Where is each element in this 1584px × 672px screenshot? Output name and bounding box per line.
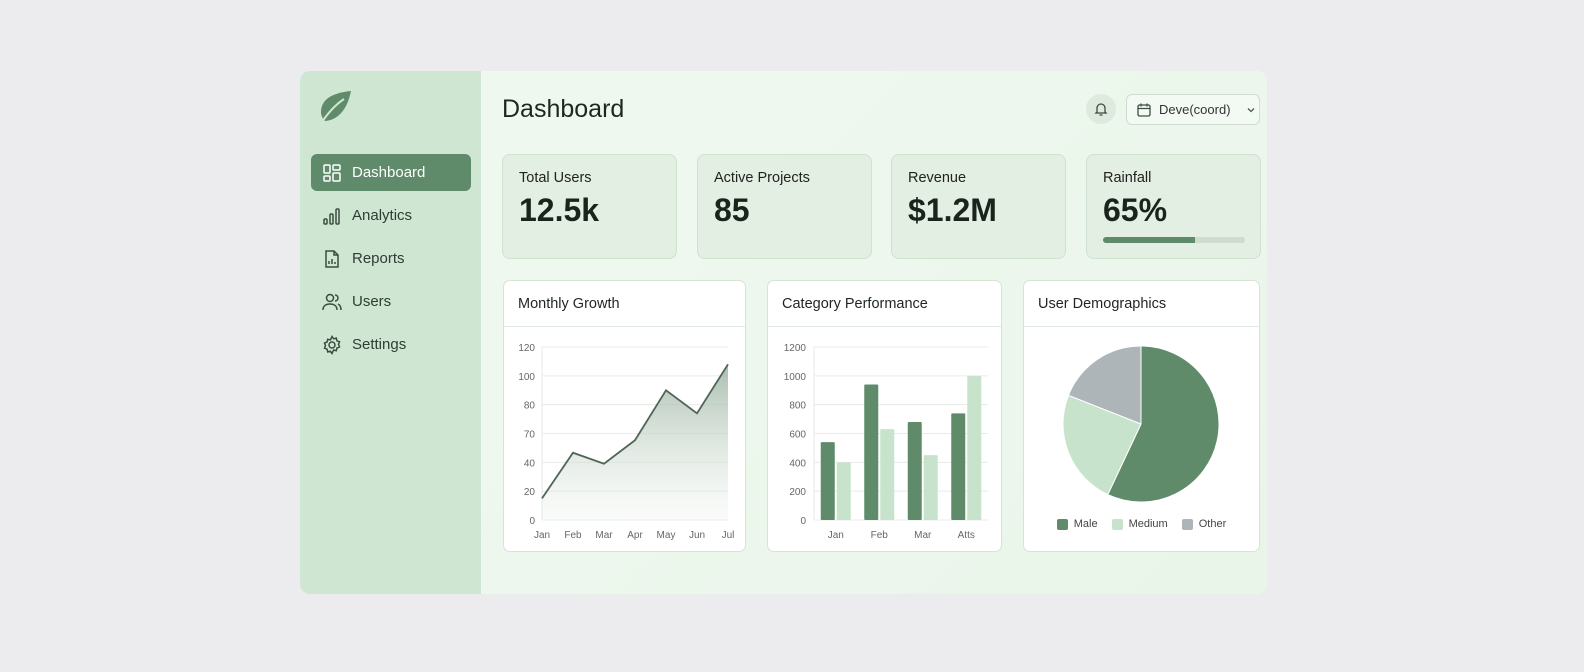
y-tick-label: 400 [789,458,806,469]
bar [836,462,851,520]
bar-chart: 0 200 400 600 800 1000 1200 Jan Feb Mar Atts [784,343,988,541]
y-tick-label: 70 [524,430,536,441]
sidebar-item-label: Analytics [352,207,413,224]
y-tick-label: 40 [524,458,536,469]
users-icon [322,293,342,310]
chevron-down-icon [1247,107,1254,112]
x-tick-label: Jan [828,530,844,541]
legend-item: Medium [1111,518,1168,530]
legend-item: Other [1181,518,1226,530]
category-performance-card: Category Performance 0 200 400 600 800 1000 12… [767,280,1002,552]
pie-slice [1062,394,1142,496]
sidebar-item-users[interactable]: Users [311,283,471,320]
app-window: Dashboard Analytics Reports Users Settin… [300,71,1267,594]
dashboard-icon [323,163,341,182]
y-tick-label: 20 [524,487,536,498]
stat-card-rainfall: Rainfall 65% [1086,154,1261,259]
sidebar-item-dashboard[interactable]: Dashboard [311,154,471,191]
date-select[interactable]: Deve(coord) [1126,94,1260,125]
pie-slice [1107,345,1220,503]
bell-icon [1094,103,1108,116]
stat-label: Total Users [519,170,592,186]
x-tick-label: Mar [914,530,932,541]
calendar-icon [1137,103,1151,117]
stat-label: Revenue [908,170,967,186]
bar [923,455,938,520]
y-tick-label: 120 [518,343,535,354]
y-tick-label: 600 [789,430,806,441]
sidebar-item-analytics[interactable]: Analytics [311,197,471,234]
stat-card-revenue: Revenue $1.2M [891,154,1066,259]
bar-chart-icon [323,207,340,225]
y-tick-label: 100 [518,372,535,383]
stat-card-active-projects: Active Projects 85 [697,154,872,259]
report-icon [325,249,339,268]
x-tick-label: Apr [627,530,643,541]
stat-label: Rainfall [1103,170,1152,186]
bar [907,421,922,520]
bar [880,429,895,520]
y-tick-label: 1200 [784,343,807,354]
x-tick-label: Jun [689,530,705,541]
pie-chart [1062,345,1220,503]
sidebar-item-label: Users [352,293,392,310]
stat-value: $1.2M [908,192,997,228]
gear-icon [323,334,341,355]
stat-value: 85 [714,192,750,228]
sidebar-item-label: Dashboard [352,164,426,181]
y-tick-label: 0 [800,516,806,527]
rainfall-progress-bar [1103,237,1245,243]
y-tick-label: 80 [524,401,536,412]
bar [864,384,879,520]
sidebar-item-settings[interactable]: Settings [311,326,471,363]
page-title: Dashboard [502,95,625,123]
pie-legend: Male Medium Other [1024,518,1259,530]
x-tick-label: Feb [871,530,889,541]
x-tick-label: May [657,530,676,541]
chart-title: User Demographics [1024,281,1259,327]
legend-item: Male [1056,518,1098,530]
x-tick-label: Feb [564,530,582,541]
stat-card-total-users: Total Users 12.5k [502,154,677,259]
x-tick-label: Jul [722,530,735,541]
y-tick-label: 200 [789,487,806,498]
area-fill [542,364,728,520]
bar [951,413,966,520]
x-tick-label: Atts [958,530,975,541]
y-tick-label: 800 [789,401,806,412]
user-demographics-card: User Demographics Male Medium Other [1023,280,1260,552]
bar [967,375,982,520]
stat-value: 12.5k [519,192,600,228]
progress-fill [1103,237,1196,243]
leaf-logo-icon [319,91,351,126]
sidebar-item-label: Reports [352,250,405,267]
sidebar: Dashboard Analytics Reports Users Settin… [300,71,481,594]
chart-title: Monthly Growth [504,281,745,327]
sidebar-item-reports[interactable]: Reports [311,240,471,277]
chart-title: Category Performance [768,281,1001,327]
pie-slice [1067,345,1142,425]
stat-value: 65% [1103,192,1168,228]
notifications-button[interactable] [1086,94,1116,124]
date-select-value: Deve(coord) [1159,102,1231,117]
y-tick-label: 1000 [784,372,807,383]
x-tick-label: Jan [534,530,550,541]
stat-label: Active Projects [714,170,810,186]
monthly-growth-card: Monthly Growth 0 20 40 70 80 100 120 Jan Feb Mar A… [503,280,746,552]
bar [820,442,835,520]
y-tick-label: 0 [529,516,535,527]
x-tick-label: Mar [595,530,613,541]
sidebar-item-label: Settings [352,336,407,353]
line-chart: 0 20 40 70 80 100 120 Jan Feb Mar Apr May Jun Jul [518,343,735,541]
